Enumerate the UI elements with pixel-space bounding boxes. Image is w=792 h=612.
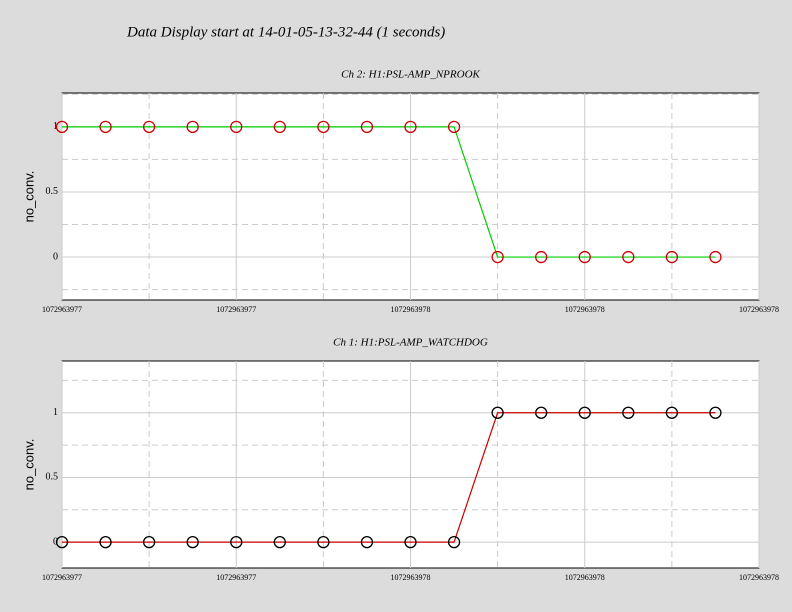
x-tick-label: 1072963978 — [739, 305, 779, 314]
data-line — [62, 126, 716, 258]
data-marker — [99, 120, 112, 133]
x-tick-label: 1072963978 — [565, 305, 605, 314]
data-marker — [578, 250, 591, 264]
data-marker — [55, 120, 69, 133]
data-marker — [535, 250, 548, 264]
data-marker — [404, 120, 417, 133]
x-tick-label: 1072963978 — [739, 573, 779, 582]
data-marker — [99, 535, 112, 549]
data-marker — [186, 120, 199, 133]
data-marker — [404, 535, 417, 549]
page-title: Data Display start at 14-01-05-13-32-44 … — [126, 24, 445, 40]
x-tick-label: 1072963978 — [565, 573, 605, 582]
data-marker — [317, 535, 330, 549]
x-tick-label: 1072963977 — [42, 305, 82, 314]
y-axis-label: no_conv. — [21, 171, 36, 223]
x-tick-label: 1072963977 — [216, 305, 256, 314]
y-tick-label: 0.5 — [46, 472, 59, 483]
chart-title: Ch 1: H1:PSL-AMP_WATCHDOG — [333, 337, 488, 349]
data-line — [62, 412, 716, 543]
data-marker — [360, 535, 374, 549]
data-marker — [447, 535, 461, 549]
data-marker — [447, 120, 461, 133]
x-tick-label: 1072963978 — [391, 573, 431, 582]
data-marker — [665, 406, 679, 419]
x-tick-label: 1072963978 — [391, 305, 431, 314]
x-tick-label: 1072963977 — [216, 573, 256, 582]
data-marker — [491, 406, 504, 419]
data-marker — [665, 250, 679, 264]
data-marker — [273, 120, 286, 133]
data-marker — [142, 535, 156, 549]
data-marker — [55, 535, 69, 549]
x-tick-label: 1072963977 — [42, 573, 82, 582]
y-tick-label: 0 — [53, 251, 58, 262]
data-marker — [578, 406, 591, 419]
data-marker — [230, 535, 243, 549]
y-tick-label: 1 — [53, 407, 58, 418]
data-marker — [230, 120, 243, 133]
data-marker — [273, 535, 286, 549]
y-tick-label: 0 — [53, 536, 58, 547]
data-marker — [491, 250, 504, 264]
y-axis-label: no_conv. — [21, 439, 36, 491]
data-marker — [186, 535, 199, 549]
chart-title: Ch 2: H1:PSL-AMP_NPROOK — [341, 69, 480, 81]
y-tick-label: 1 — [53, 121, 58, 132]
data-marker — [360, 120, 374, 133]
data-marker — [142, 120, 156, 133]
data-marker — [535, 406, 548, 419]
data-marker — [622, 406, 635, 419]
y-tick-label: 0.5 — [46, 186, 59, 197]
data-marker — [317, 120, 330, 133]
data-marker — [709, 250, 722, 264]
data-marker — [622, 250, 635, 264]
data-marker — [709, 406, 722, 419]
